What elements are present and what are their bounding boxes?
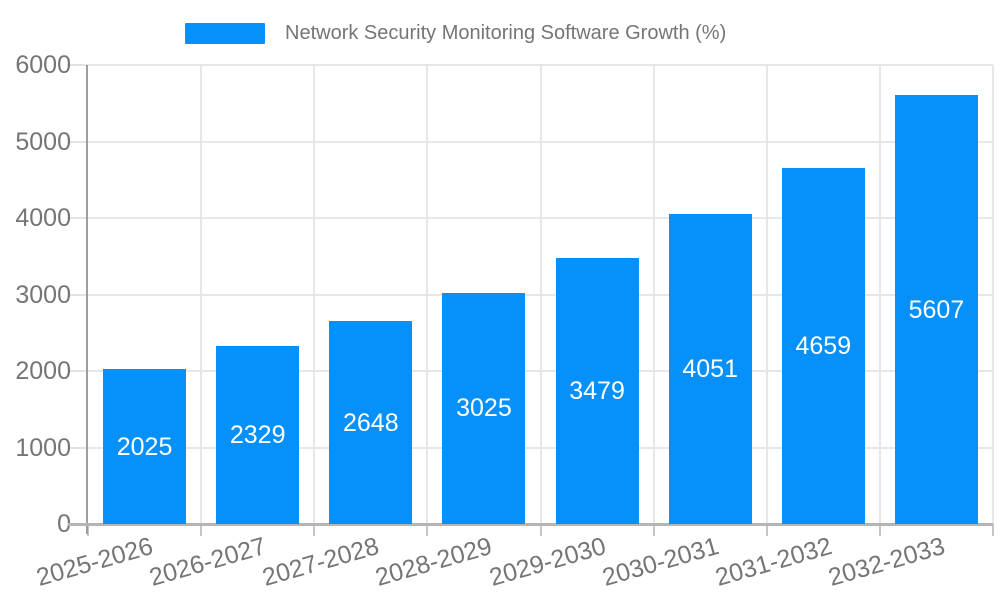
legend-swatch-icon xyxy=(185,23,265,44)
x-axis-label: 2025-2026 xyxy=(33,532,157,592)
bar[interactable]: 2648 xyxy=(329,321,413,524)
bar-value-label: 2648 xyxy=(343,408,399,437)
gridline-vertical xyxy=(426,65,429,524)
x-axis-label: 2031-2032 xyxy=(712,532,835,592)
gridline-vertical xyxy=(878,65,881,524)
gridline-vertical xyxy=(765,65,768,524)
x-axis-tick xyxy=(878,524,881,536)
bar-value-label: 2025 xyxy=(116,432,173,461)
bar-value-label: 3479 xyxy=(569,376,625,405)
x-axis-tick xyxy=(765,524,768,536)
x-axis-tick xyxy=(426,524,429,536)
bar[interactable]: 2329 xyxy=(216,345,300,524)
x-axis-label: 2027-2028 xyxy=(259,532,383,592)
bar[interactable]: 3479 xyxy=(555,257,639,524)
bar-value-label: 2329 xyxy=(229,420,286,449)
y-axis-label: 6000 xyxy=(15,51,71,79)
y-axis-label: 2000 xyxy=(15,357,71,385)
y-axis-tick xyxy=(68,446,88,449)
bar[interactable]: 4659 xyxy=(781,167,865,524)
y-axis-label: 1000 xyxy=(15,433,71,462)
gridline-vertical xyxy=(992,65,994,524)
y-axis-label: 4000 xyxy=(15,204,71,232)
bar[interactable]: 5607 xyxy=(894,95,978,524)
bar[interactable]: 3025 xyxy=(442,292,526,524)
x-axis-tick xyxy=(87,524,89,536)
y-axis-tick xyxy=(68,64,88,66)
bar-value-label: 4659 xyxy=(795,331,852,360)
y-axis-tick xyxy=(68,140,88,143)
gridline-vertical xyxy=(313,65,316,524)
legend[interactable]: Network Security Monitoring Software Gro… xyxy=(185,22,726,45)
x-axis-tick xyxy=(652,524,655,536)
x-axis-tick xyxy=(539,524,542,536)
x-axis-label: 2029-2030 xyxy=(485,532,609,592)
y-axis-label: 5000 xyxy=(15,127,71,156)
y-axis-label: 3000 xyxy=(15,280,71,309)
y-axis-tick xyxy=(68,217,88,219)
x-axis-label: 2032-2033 xyxy=(825,532,948,592)
x-axis-line xyxy=(68,523,993,526)
gridline-vertical xyxy=(539,65,542,524)
y-axis-tick xyxy=(68,370,88,372)
bar-value-label: 3025 xyxy=(456,394,512,423)
x-axis-label: 2028-2029 xyxy=(372,532,496,592)
x-axis-label: 2030-2031 xyxy=(598,532,722,592)
y-axis-line xyxy=(86,65,88,534)
y-axis-label: 0 xyxy=(57,510,71,538)
gridline-vertical xyxy=(200,65,203,524)
bar[interactable]: 2025 xyxy=(103,369,187,524)
bar[interactable]: 4051 xyxy=(668,214,752,524)
x-axis-label: 2026-2027 xyxy=(146,532,270,592)
legend-label: Network Security Monitoring Software Gro… xyxy=(285,22,727,44)
x-axis-tick xyxy=(992,524,994,536)
bar-value-label: 4051 xyxy=(682,355,738,384)
gridline-vertical xyxy=(652,65,655,524)
bar-value-label: 5607 xyxy=(908,295,965,324)
y-axis-tick xyxy=(68,293,88,296)
x-axis-tick xyxy=(313,524,316,536)
x-axis-tick xyxy=(200,524,203,536)
